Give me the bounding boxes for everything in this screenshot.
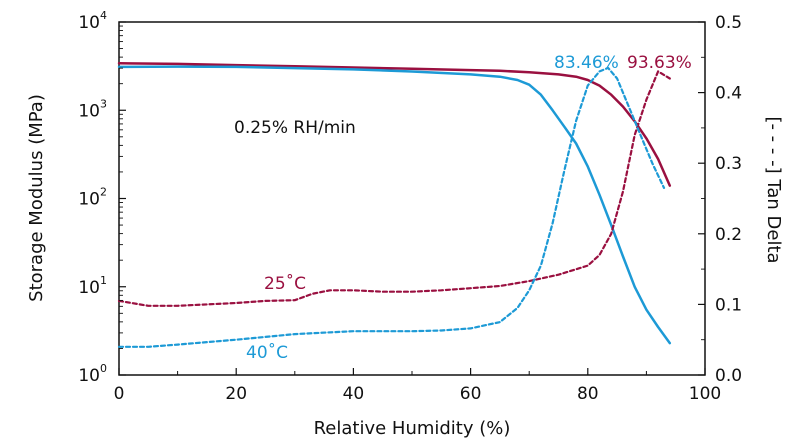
y-tick-exponent: 3 [100, 97, 107, 110]
y2-tick-label: 0.2 [715, 225, 742, 245]
y-tick-exponent: 4 [100, 9, 107, 22]
x-tick-label: 20 [225, 384, 247, 404]
y2-tick-label: 0.5 [715, 13, 742, 33]
label-25c: 25˚C [264, 273, 306, 294]
y-tick-exponent: 2 [100, 186, 107, 199]
x-tick-label: 40 [343, 384, 365, 404]
series-layer [117, 62, 672, 348]
peak-25c-label: 93.63% [627, 53, 692, 73]
y2-tick-label: 0.3 [715, 154, 742, 174]
y-tick-base: 10 [78, 278, 100, 298]
y-tick-exponent: 0 [100, 362, 107, 375]
rate-annotation: 0.25% RH/min [234, 118, 356, 138]
x-tick-label: 60 [460, 384, 482, 404]
y-tick-label: 101 [78, 274, 107, 298]
y-tick-base: 10 [78, 190, 100, 210]
y-tick-base: 10 [78, 101, 100, 121]
series-tandelta-40 [117, 66, 666, 348]
y2-tick-label: 0.4 [715, 84, 742, 104]
y-tick-base: 10 [78, 366, 100, 386]
y2-tick-label: 0.1 [715, 295, 742, 315]
plot-area [118, 21, 706, 376]
peak-40c-label: 83.46% [554, 53, 619, 73]
y2-axis-title: [- - - -] Tan Delta [763, 116, 784, 263]
y-axis-title: Storage Modulus (MPa) [26, 94, 47, 302]
x-tick-label: 100 [689, 384, 721, 404]
series-modulus-40 [117, 65, 672, 345]
x-axis-title: Relative Humidity (%) [314, 418, 511, 439]
x-tick-label: 0 [114, 384, 125, 404]
y-tick-exponent: 1 [100, 274, 107, 287]
tick-layer: 0 20 40 60 80 1001001011021031040.00.10.20.30… [78, 9, 742, 404]
y-tick-label: 104 [78, 9, 107, 33]
y-tick-label: 102 [78, 186, 107, 210]
y-tick-label: 103 [78, 97, 107, 121]
y-tick-label: 100 [78, 362, 107, 386]
x-tick-label: 80 [577, 384, 599, 404]
y-tick-base: 10 [78, 13, 100, 33]
y2-tick-label: 0.0 [715, 366, 742, 386]
label-40c: 40˚C [246, 342, 288, 363]
series-tandelta-25 [117, 70, 671, 307]
